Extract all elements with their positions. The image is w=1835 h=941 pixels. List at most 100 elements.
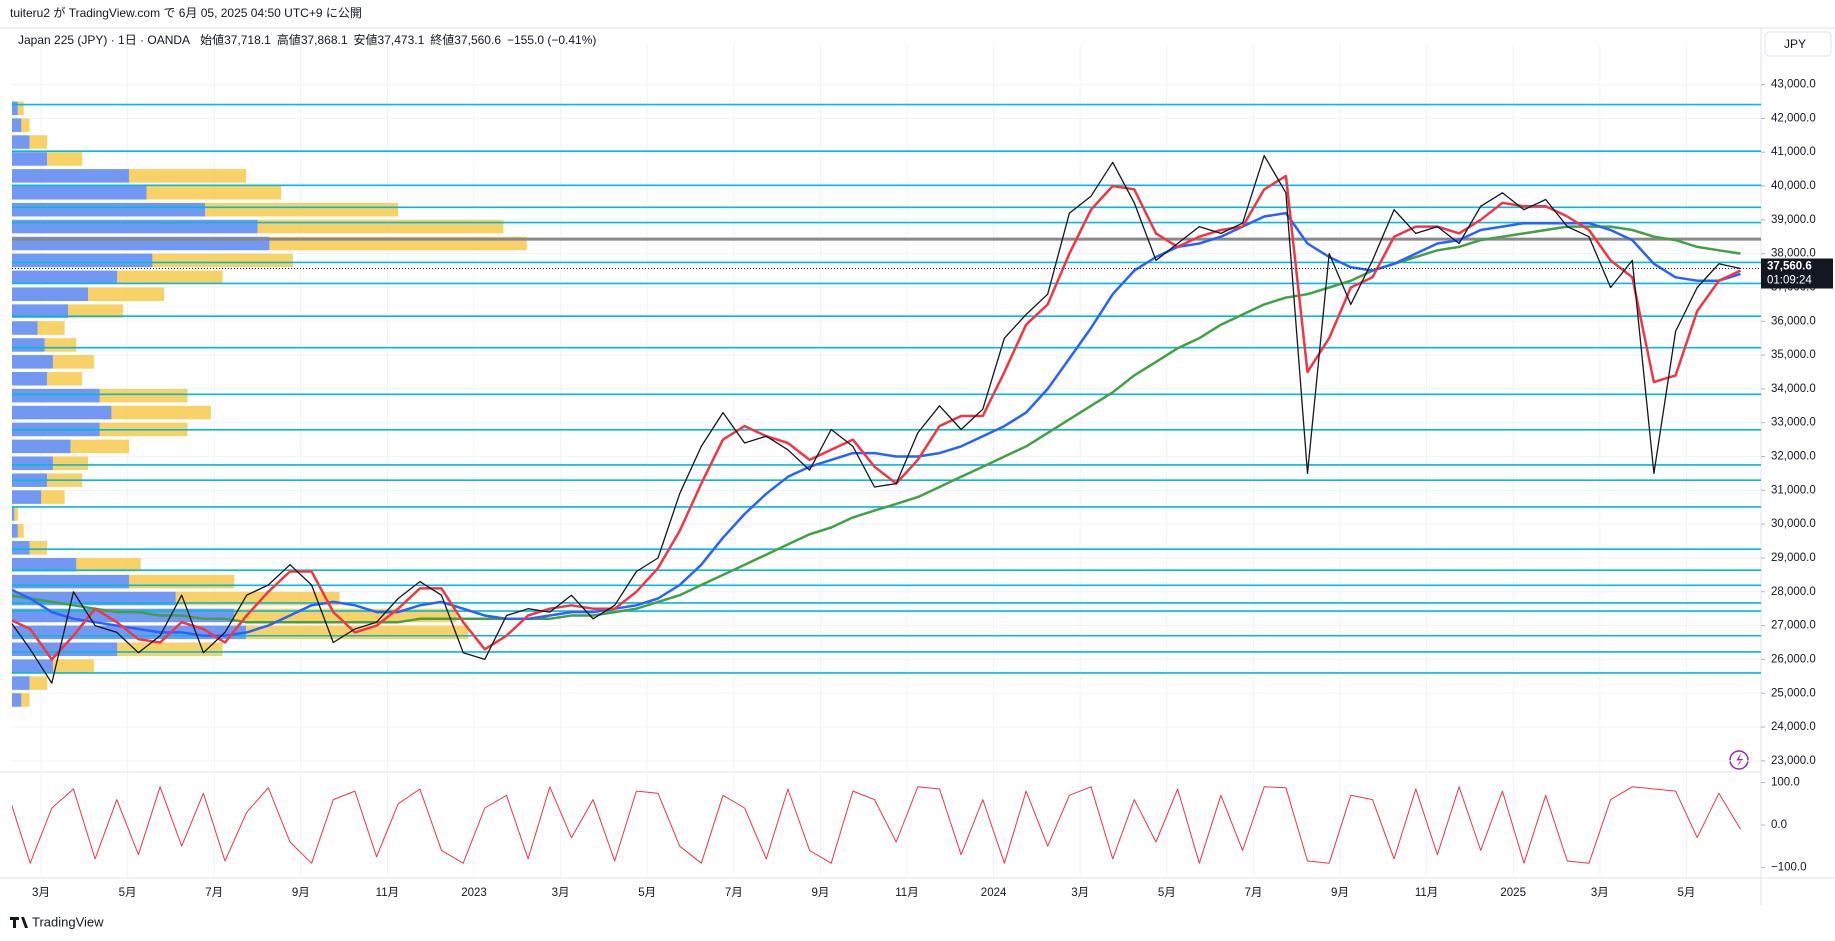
y-tick-label: 36,000.0 xyxy=(1771,315,1816,327)
profile-down xyxy=(111,405,211,420)
profile-up xyxy=(12,287,89,301)
ohlc-label: 終値 xyxy=(430,32,454,47)
alert-icon-bolt xyxy=(1736,753,1743,767)
profile-up xyxy=(12,355,53,369)
profile-up xyxy=(12,490,42,504)
profile-down xyxy=(175,591,340,606)
y2-tick-label: −100.0 xyxy=(1771,861,1807,873)
y-tick-label: 32,000.0 xyxy=(1771,451,1816,463)
profile-up xyxy=(12,659,53,673)
ohlc-label: 高値 xyxy=(277,32,301,47)
x-tick-label: 3月 xyxy=(1591,887,1609,899)
profile-up xyxy=(12,253,153,268)
x-tick-label: 2024 xyxy=(981,887,1007,899)
last-price-box xyxy=(1761,258,1833,289)
currency-button[interactable] xyxy=(1764,31,1832,57)
profile-up xyxy=(12,202,206,217)
profile-down xyxy=(99,388,188,403)
x-tick-label: 7月 xyxy=(725,887,743,899)
profile-up xyxy=(12,169,129,183)
y-tick-label: 24,000.0 xyxy=(1771,721,1816,733)
x-tick-label: 9月 xyxy=(811,887,829,899)
ohlc-value: 37,560.6 xyxy=(454,33,501,47)
profile-down xyxy=(117,270,223,285)
profile-down xyxy=(21,693,30,707)
series-line xyxy=(12,225,1741,624)
profile-up xyxy=(12,338,45,352)
symbol: Japan 225 (JPY) · 1日 · OANDA xyxy=(18,33,190,47)
series-line xyxy=(12,211,1741,637)
x-tick-label: 11月 xyxy=(376,887,399,899)
y-tick-label: 39,000.0 xyxy=(1771,214,1816,226)
profile-down xyxy=(129,169,246,183)
profile-down xyxy=(37,321,65,335)
x-tick-label: 11月 xyxy=(895,887,918,899)
brand: TradingView xyxy=(10,914,104,929)
y-tick-label: 35,000.0 xyxy=(1771,349,1816,361)
ohlc-value: 37,868.1 xyxy=(301,33,348,47)
profile-up xyxy=(12,456,53,471)
x-tick-label: 3月 xyxy=(552,887,570,899)
profile-down xyxy=(17,524,24,538)
profile-down xyxy=(29,135,48,149)
profile-up xyxy=(12,524,18,538)
profile-down xyxy=(146,186,282,200)
profile-up xyxy=(12,101,18,116)
ohlc-label: 安値 xyxy=(354,32,378,47)
profile-down xyxy=(44,338,77,352)
x-tick-label: 7月 xyxy=(1244,887,1262,899)
x-tick-label: 2025 xyxy=(1500,887,1526,899)
profile-up xyxy=(12,135,30,149)
y-tick-label: 33,000.0 xyxy=(1771,417,1816,429)
series-line xyxy=(12,174,1742,661)
profile-up xyxy=(12,405,112,420)
profile-up xyxy=(12,118,22,132)
profile-down xyxy=(29,676,48,690)
x-tick-label: 11月 xyxy=(1415,887,1438,899)
profile-down xyxy=(41,490,65,504)
y-tick-label: 38,000.0 xyxy=(1771,248,1816,260)
brand-name: TradingView xyxy=(32,914,104,929)
y-tick-label: 28,000.0 xyxy=(1771,586,1816,598)
x-tick-label: 5月 xyxy=(119,887,137,899)
profile-up xyxy=(12,574,129,589)
profile-down xyxy=(21,118,30,132)
y-tick-label: 42,000.0 xyxy=(1771,112,1816,124)
x-tick-label: 7月 xyxy=(205,887,223,899)
y-tick-label: 25,000.0 xyxy=(1771,687,1816,699)
ohlc-label: 始値 xyxy=(200,32,224,47)
brand-logo xyxy=(10,917,28,928)
x-tick-label: 9月 xyxy=(1331,887,1349,899)
profile-up xyxy=(12,371,48,386)
profile-up xyxy=(12,676,30,690)
y-tick-label: 26,000.0 xyxy=(1771,653,1816,665)
y2-tick-label: 0.0 xyxy=(1771,819,1787,831)
profile-down xyxy=(29,541,48,555)
profile-up xyxy=(12,388,100,403)
x-tick-label: 5月 xyxy=(1158,887,1176,899)
profile-up xyxy=(12,693,22,707)
profile-down xyxy=(70,439,129,454)
y2-tick-label: 100.0 xyxy=(1771,777,1800,789)
profile-up xyxy=(12,439,71,454)
profile-up xyxy=(12,186,147,200)
profile-down xyxy=(52,456,89,471)
y-tick-label: 29,000.0 xyxy=(1771,552,1816,564)
countdown: 01:09:24 xyxy=(1767,275,1812,287)
publisher: tuiteru2 が TradingView.com で 6月 05, 2025… xyxy=(10,5,362,20)
y-tick-label: 43,000.0 xyxy=(1771,79,1816,91)
alert-icon[interactable] xyxy=(1729,750,1749,770)
profile-up xyxy=(12,304,69,318)
profile-down xyxy=(14,507,18,521)
ohlc-value: 37,718.1 xyxy=(224,33,271,47)
profile-down xyxy=(47,152,83,166)
ohlc-value: 37,473.1 xyxy=(378,33,425,47)
last-price-label: 37,560.6 xyxy=(1767,261,1812,273)
profile-up xyxy=(12,557,77,572)
y-tick-label: 30,000.0 xyxy=(1771,518,1816,530)
y-tick-label: 31,000.0 xyxy=(1771,484,1816,496)
y-tick-label: 40,000.0 xyxy=(1771,180,1816,192)
